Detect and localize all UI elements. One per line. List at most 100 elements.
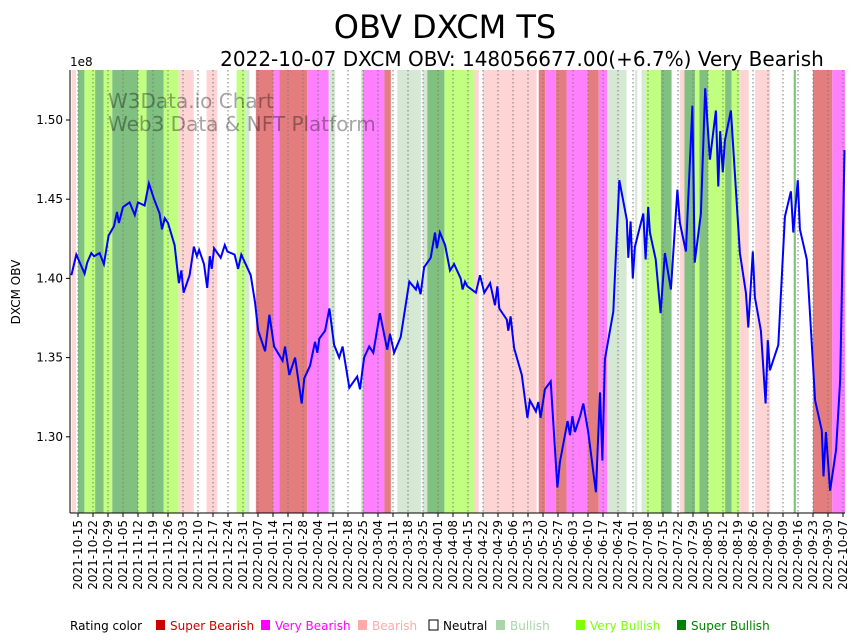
x-tick-label: 2021-10-22 xyxy=(86,520,100,590)
rating-band-VBe xyxy=(832,70,845,513)
y-axis-label: DXCM OBV xyxy=(9,259,23,324)
y-tick-label: 1.45 xyxy=(36,192,63,206)
x-tick-label: 2022-08-05 xyxy=(701,520,715,590)
rating-band-Bu xyxy=(641,70,646,513)
rating-band-SBu xyxy=(427,70,445,513)
x-tick-label: 2022-07-01 xyxy=(626,520,640,590)
x-tick-label: 2022-06-17 xyxy=(596,520,610,590)
x-tick-label: 2022-07-08 xyxy=(641,520,655,590)
rating-band-SBu xyxy=(684,70,696,513)
rating-band-Be xyxy=(178,70,194,513)
x-tick-label: 2022-01-07 xyxy=(251,520,265,590)
rating-band-Bu xyxy=(423,70,428,513)
x-gridlines xyxy=(77,70,844,513)
x-tick-label: 2022-06-10 xyxy=(581,520,595,590)
y-offset-label: 1e8 xyxy=(70,55,93,69)
x-tick-label: 2022-08-19 xyxy=(731,520,745,590)
legend-title: Rating color xyxy=(70,619,142,633)
x-tick-label: 2022-07-15 xyxy=(656,520,670,590)
rating-band-Be xyxy=(740,70,749,513)
rating-band-SBe xyxy=(538,70,546,513)
rating-band-SBe xyxy=(588,70,599,513)
rating-band-Be xyxy=(71,70,76,513)
legend-item-label: Super Bullish xyxy=(691,619,770,633)
chart-subtitle: 2022-10-07 DXCM OBV: 148056677.00(+6.7%)… xyxy=(220,47,824,71)
x-tick-label: 2022-04-29 xyxy=(491,520,505,590)
x-tick-label: 2022-05-13 xyxy=(521,520,535,590)
watermark-line-2: Web3 Data & NFT Platform xyxy=(108,112,376,136)
rating-band-VBu xyxy=(645,70,661,513)
x-tick-label: 2021-11-12 xyxy=(131,520,145,590)
x-tick-label: 2022-05-06 xyxy=(506,520,520,590)
rating-band-Bu xyxy=(397,70,421,513)
rating-band-VBu xyxy=(444,70,475,513)
watermark-line-1: W3Data.io Chart xyxy=(108,89,274,113)
rating-band-Bu xyxy=(360,70,363,513)
x-tick-label: 2022-04-15 xyxy=(461,520,475,590)
rating-band-VBe xyxy=(273,70,280,513)
rating-band-Bu xyxy=(245,70,250,513)
x-tick-label: 2021-11-05 xyxy=(116,520,130,590)
x-tick-label: 2022-06-03 xyxy=(566,520,580,590)
rating-band-SBu xyxy=(95,70,104,513)
rating-band-SBu xyxy=(699,70,708,513)
rating-band-SBe xyxy=(384,70,391,513)
x-tick-label: 2022-03-11 xyxy=(386,520,400,590)
rating-band-VBu xyxy=(708,70,726,513)
rating-band-VBu xyxy=(138,70,147,513)
legend-item-label: Very Bullish xyxy=(590,619,660,633)
watermark: W3Data.io Chart Web3 Data & NFT Platform xyxy=(108,89,376,136)
rating-band-SBu xyxy=(660,70,672,513)
rating-band-Be xyxy=(680,70,685,513)
x-tick-label: 2021-12-10 xyxy=(191,520,205,590)
rating-band-VBu xyxy=(163,70,179,513)
y-ticks: 1.30 1.35 1.40 1.45 1.50 xyxy=(36,113,70,444)
rating-band-SBu xyxy=(725,70,732,513)
rating-band-Bu xyxy=(607,70,627,513)
rating-band-VBe xyxy=(566,70,588,513)
legend-swatch xyxy=(261,620,270,630)
chart-title: OBV DXCM TS xyxy=(334,8,556,46)
rating-band-SBe xyxy=(255,70,273,513)
x-tick-label: 2021-10-29 xyxy=(101,520,115,590)
rating-band-SBu xyxy=(146,70,164,513)
y-tick-label: 1.30 xyxy=(36,430,63,444)
x-tick-label: 2022-04-01 xyxy=(431,520,445,590)
x-tick-label: 2022-02-25 xyxy=(356,520,370,590)
rating-band-VBe xyxy=(363,70,385,513)
legend-item-label: Neutral xyxy=(443,619,487,633)
x-tick-label: 2022-01-28 xyxy=(296,520,310,590)
y-tick-label: 1.40 xyxy=(36,271,63,285)
rating-band-VBu xyxy=(731,70,741,513)
y-tick-label: 1.35 xyxy=(36,351,63,365)
x-tick-label: 2021-12-31 xyxy=(236,520,250,590)
x-tick-label: 2022-09-23 xyxy=(806,520,820,590)
rating-bands xyxy=(71,70,845,513)
rating-band-SBu xyxy=(78,70,85,513)
x-tick-label: 2022-02-18 xyxy=(341,520,355,590)
x-tick-label: 2022-05-27 xyxy=(551,520,565,590)
rating-band-SBu xyxy=(793,70,796,513)
x-tick-label: 2022-08-12 xyxy=(716,520,730,590)
x-tick-label: 2022-07-29 xyxy=(686,520,700,590)
x-tick-label: 2022-02-04 xyxy=(311,520,325,590)
x-tick-label: 2022-05-20 xyxy=(536,520,550,590)
legend-item-label: Super Bearish xyxy=(170,619,254,633)
x-tick-label: 2022-09-09 xyxy=(776,520,790,590)
rating-band-SBe xyxy=(813,70,833,513)
x-tick-label: 2021-12-03 xyxy=(176,520,190,590)
rating-band-Be xyxy=(206,70,218,513)
x-tick-label: 2022-09-16 xyxy=(791,520,805,590)
rating-band-Bu xyxy=(635,70,638,513)
legend-swatch xyxy=(576,620,585,630)
rating-band-VBu xyxy=(236,70,246,513)
x-ticks: 2021-10-15 2021-10-22 2021-10-29 2021-11-05… xyxy=(71,513,850,590)
x-tick-label: 2022-04-22 xyxy=(476,520,490,590)
x-tick-label: 2022-09-30 xyxy=(821,520,835,590)
x-tick-label: 2022-01-21 xyxy=(281,520,295,590)
x-tick-label: 2021-12-24 xyxy=(221,520,235,590)
legend: Rating color Super Bearish Very Bearish Be… xyxy=(70,619,770,633)
rating-band-VBu xyxy=(84,70,96,513)
